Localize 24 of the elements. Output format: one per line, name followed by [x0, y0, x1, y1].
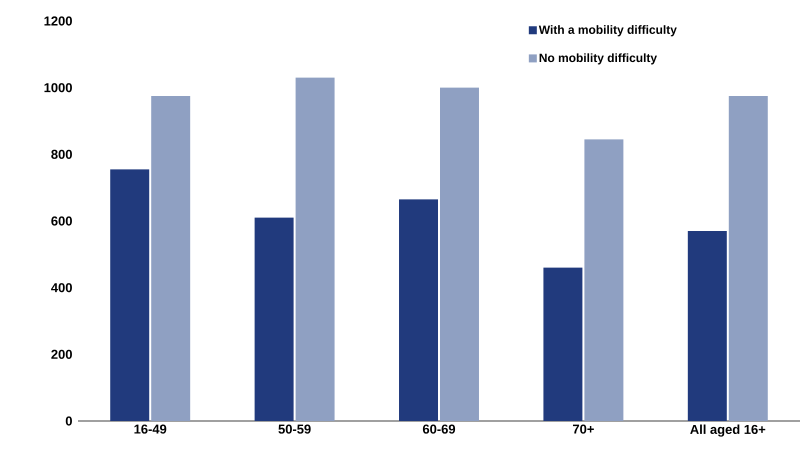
bar — [296, 78, 335, 421]
bar — [688, 230, 727, 421]
bar — [543, 268, 582, 421]
bar — [584, 139, 624, 421]
bar — [254, 218, 294, 421]
legend-label: No mobility difficulty — [540, 53, 657, 64]
y-tick-label: 1200 — [44, 16, 72, 26]
x-tick-label: All aged 16+ — [690, 424, 766, 437]
bar — [728, 96, 768, 421]
y-tick-label: 1000 — [44, 83, 72, 92]
x-tick-label: 70+ — [572, 424, 594, 434]
x-tick-label: 16-49 — [134, 424, 166, 434]
y-tick-label: 400 — [51, 283, 72, 292]
bar — [399, 199, 438, 421]
bar — [151, 96, 190, 421]
y-tick-label: 200 — [51, 350, 72, 359]
y-tick-label: 0 — [66, 416, 72, 426]
legend-label: With a mobility difficulty — [538, 25, 677, 36]
x-tick-label: 50-59 — [278, 424, 311, 434]
y-tick-label: 800 — [51, 150, 72, 159]
x-tick-label: 60-69 — [422, 424, 456, 434]
y-tick-label: 600 — [51, 216, 72, 226]
bar — [440, 88, 479, 421]
bar — [110, 169, 150, 421]
